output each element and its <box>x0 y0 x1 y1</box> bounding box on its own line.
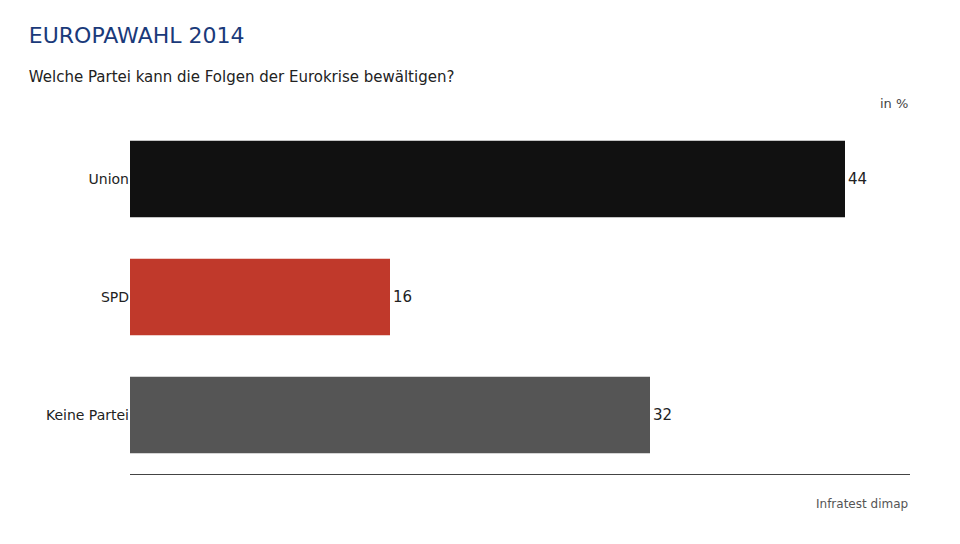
svg-text:44: 44 <box>848 170 867 188</box>
svg-text:16: 16 <box>393 288 412 306</box>
svg-text:Keine Partei: Keine Partei <box>46 407 129 423</box>
svg-text:in %: in % <box>880 96 908 111</box>
svg-text:Union: Union <box>89 171 129 187</box>
svg-text:Infratest dimap: Infratest dimap <box>816 497 908 511</box>
svg-text:EUROPAWAHL 2014: EUROPAWAHL 2014 <box>29 23 245 48</box>
svg-text:SPD: SPD <box>101 289 129 305</box>
svg-text:32: 32 <box>653 406 672 424</box>
svg-text:Welche Partei kann die Folgen: Welche Partei kann die Folgen der Eurokr… <box>29 68 455 86</box>
